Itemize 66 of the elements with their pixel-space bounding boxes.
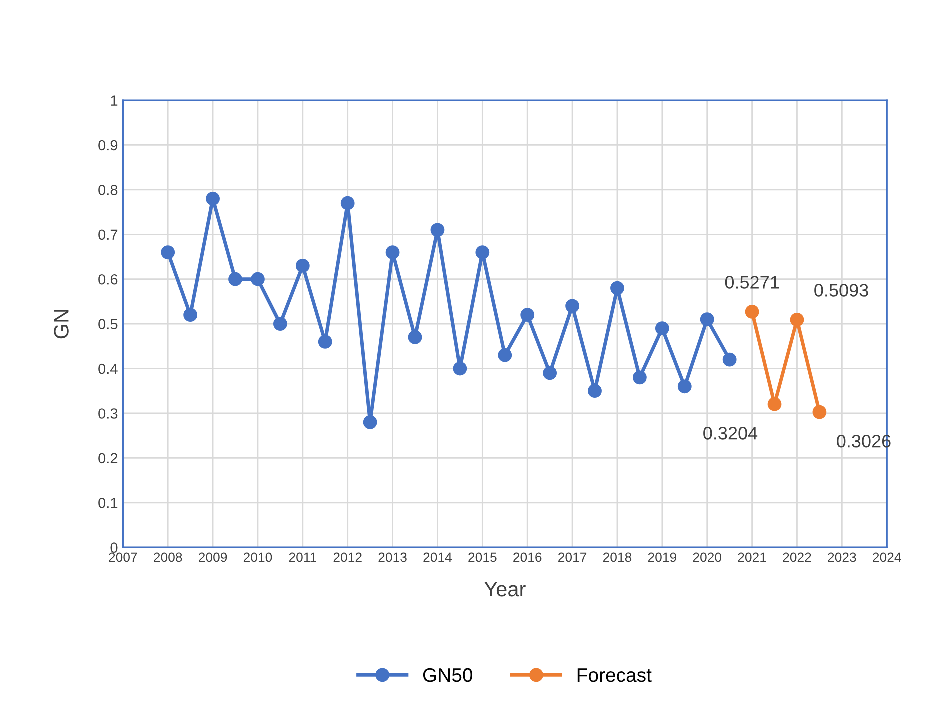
point bbox=[566, 299, 580, 314]
point bbox=[273, 317, 288, 332]
legend-label: GN50 bbox=[423, 668, 473, 682]
x-tick-label: 2008 bbox=[154, 552, 182, 562]
x-tick-label: 2011 bbox=[289, 552, 316, 562]
x-tick-label: 2020 bbox=[693, 552, 722, 562]
point bbox=[498, 348, 512, 362]
y-axis-title: GN bbox=[54, 310, 69, 339]
point bbox=[363, 415, 378, 430]
x-tick-label: 2016 bbox=[514, 552, 542, 562]
point bbox=[700, 312, 714, 327]
y-tick-label: 0.5 bbox=[98, 319, 118, 330]
y-tick-label: 0.3 bbox=[98, 408, 118, 419]
x-tick-label: 2018 bbox=[603, 552, 632, 562]
point bbox=[543, 366, 558, 380]
y-tick-label: 0 bbox=[110, 542, 118, 554]
point bbox=[610, 281, 624, 296]
x-tick-label: 2015 bbox=[468, 552, 497, 562]
x-tick-label: 2023 bbox=[828, 552, 856, 562]
x-axis-title: Year bbox=[484, 582, 526, 597]
point bbox=[476, 246, 490, 260]
point bbox=[340, 196, 355, 210]
point bbox=[633, 370, 647, 385]
x-tick-label: 2007 bbox=[109, 552, 138, 562]
point bbox=[161, 246, 176, 260]
point bbox=[588, 384, 602, 398]
point bbox=[453, 362, 468, 376]
point bbox=[408, 330, 422, 344]
x-tick-label: 2014 bbox=[424, 552, 452, 562]
point bbox=[228, 272, 242, 286]
point bbox=[722, 352, 737, 367]
point bbox=[790, 312, 804, 327]
y-tick-label: 0.4 bbox=[98, 364, 118, 374]
point bbox=[812, 405, 827, 420]
x-tick-label: 2012 bbox=[334, 552, 362, 562]
x-tick-label: 2010 bbox=[244, 552, 272, 562]
y-tick-label: 0.7 bbox=[98, 230, 118, 240]
point bbox=[318, 334, 332, 349]
point bbox=[768, 397, 782, 412]
point bbox=[655, 322, 670, 336]
point bbox=[251, 272, 265, 286]
point bbox=[184, 308, 198, 322]
point bbox=[520, 308, 535, 322]
x-tick-label: 2017 bbox=[558, 552, 587, 562]
y-tick-label: 1 bbox=[111, 96, 118, 106]
y-tick-label: 0.6 bbox=[98, 274, 118, 285]
x-tick-label: 2022 bbox=[783, 552, 812, 562]
data-label: 0.5271 bbox=[725, 276, 780, 289]
y-tick-label: 0.9 bbox=[98, 140, 118, 151]
point bbox=[745, 305, 760, 319]
legend-label: Forecast bbox=[578, 668, 652, 682]
point bbox=[678, 380, 692, 394]
x-tick-label: 2021 bbox=[738, 552, 766, 562]
x-tick-label: 2024 bbox=[873, 552, 902, 562]
y-tick-label: 0.2 bbox=[98, 453, 118, 464]
x-tick-label: 2009 bbox=[199, 552, 228, 562]
data-label: 0.3204 bbox=[704, 427, 758, 440]
x-tick-label: 2013 bbox=[378, 552, 407, 562]
y-tick-label: 0.1 bbox=[98, 498, 118, 508]
point bbox=[430, 223, 445, 238]
point bbox=[206, 192, 220, 206]
point bbox=[386, 246, 400, 260]
data-label: 0.5093 bbox=[814, 284, 868, 297]
x-tick-label: 2019 bbox=[648, 552, 676, 562]
y-tick-label: 0.8 bbox=[98, 185, 118, 196]
point bbox=[296, 258, 310, 273]
